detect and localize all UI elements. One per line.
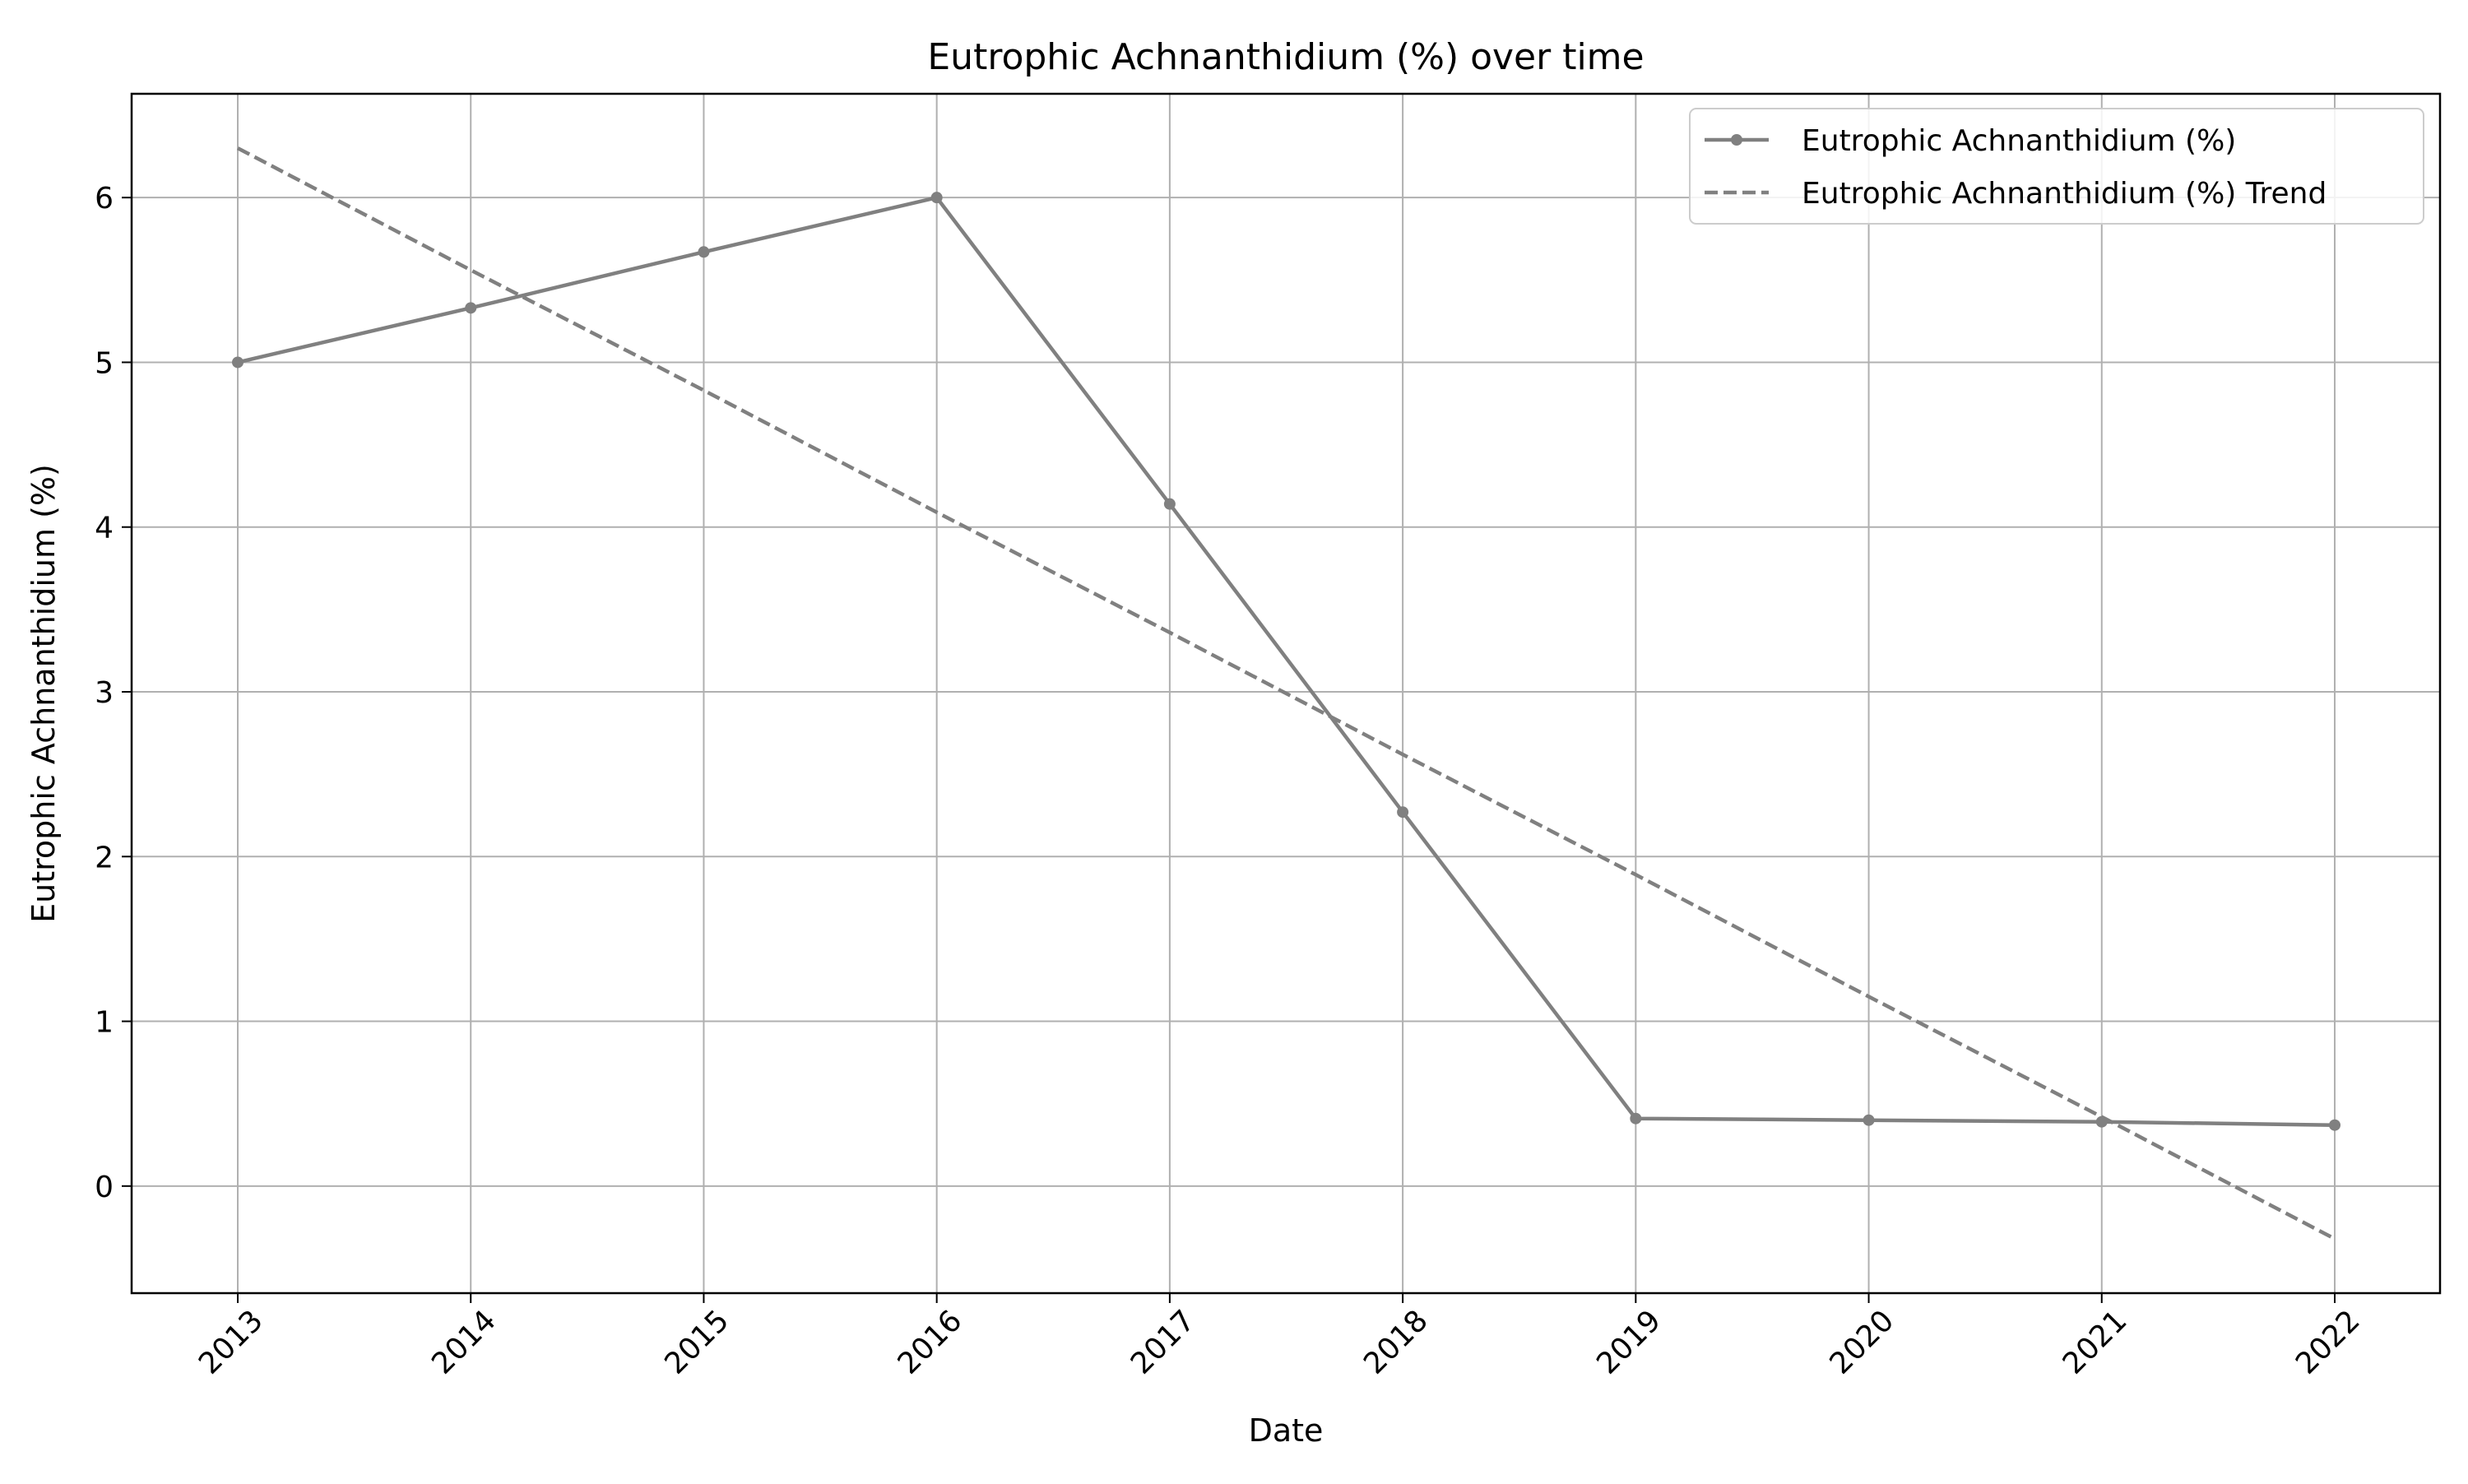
plot-frame [130, 92, 2442, 1295]
y-tick-label: 6 [95, 182, 114, 216]
y-tick-label: 4 [95, 512, 114, 545]
y-tick-label: 5 [95, 346, 114, 380]
y-tick-label: 2 [95, 841, 114, 874]
data-point [1863, 1114, 1875, 1126]
trend-line [236, 146, 2336, 1241]
x-axis-label: Date [1249, 1412, 1324, 1449]
y-tick-label: 1 [95, 1006, 114, 1040]
legend-box [1689, 108, 2424, 225]
data-point [2329, 1119, 2340, 1131]
y-tick-label: 3 [95, 676, 114, 710]
series-line [237, 195, 2336, 1127]
data-point [1163, 498, 1176, 510]
chart-title: Eutrophic Achnanthidium (%) over time [927, 36, 1644, 78]
legend: Eutrophic Achnanthidium (%) Eutrophic Ach… [1689, 108, 2424, 225]
series-layer [232, 146, 2340, 1241]
y-tick-label: 0 [95, 1171, 114, 1204]
data-point [465, 302, 477, 314]
legend-label: Eutrophic Achnanthidium (%) Trend [1802, 177, 2327, 211]
legend-label: Eutrophic Achnanthidium (%) [1802, 124, 2236, 158]
legend-swatch-marker [1731, 134, 1742, 146]
data-point [232, 356, 244, 369]
data-point [930, 192, 943, 204]
y-axis-label: Eutrophic Achnanthidium (%) [26, 464, 62, 923]
data-point [698, 246, 710, 258]
data-point [1630, 1112, 1642, 1125]
data-point [1397, 806, 1409, 819]
